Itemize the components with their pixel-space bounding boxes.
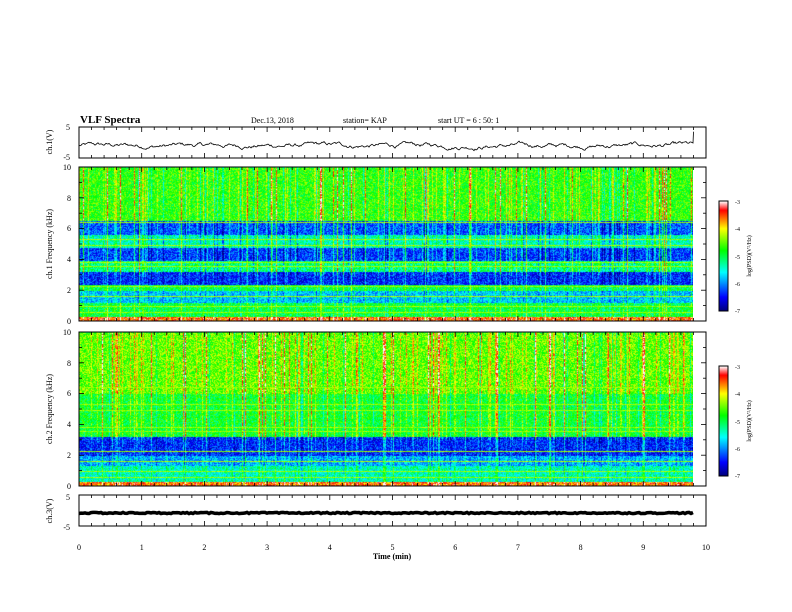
ch2-freq-tick-8: 8: [67, 359, 71, 368]
x-tick-2: 2: [202, 543, 206, 552]
x-axis-label: Time (min): [373, 552, 412, 561]
cb2-tick-m7: -7: [735, 474, 740, 480]
x-tick-3: 3: [265, 543, 269, 552]
ch1-freq-tick-10: 10: [63, 163, 71, 172]
x-tick-10: 10: [702, 543, 710, 552]
x-tick-7: 7: [516, 543, 520, 552]
date-label: Dec.13, 2018: [251, 116, 294, 125]
x-tick-1: 1: [140, 543, 144, 552]
ch2-colorbar-label: log(PSD)(V²/Hz): [746, 400, 753, 441]
ch1-freq-tick-0: 0: [67, 317, 71, 326]
ch2-freq-tick-10: 10: [63, 328, 71, 337]
x-tick-8: 8: [579, 543, 583, 552]
ch2-spectrogram-panel: 0 2 4 6 8 10 ch.2 Frequency (kHz) -3 -4 …: [45, 328, 753, 491]
ch1-spectrogram-ylabel: ch.1 Frequency (kHz): [45, 209, 54, 279]
cb2-tick-m6: -6: [735, 447, 740, 453]
ch1-waveform-trace: [78, 131, 694, 152]
cb2-tick-m4: -4: [735, 392, 740, 398]
x-tick-0: 0: [77, 543, 81, 552]
x-tick-9: 9: [641, 543, 645, 552]
cb1-tick-m3: -3: [735, 200, 740, 206]
ch2-spectrogram-ylabel: ch.2 Frequency (kHz): [45, 374, 54, 444]
ch3-waveform-trace: [78, 510, 694, 516]
ch1-colorbar: [719, 201, 728, 311]
cb2-tick-m5: -5: [735, 420, 740, 426]
ch2-colorbar-frame: [718, 365, 729, 477]
ch1-freq-tick-6: 6: [67, 224, 71, 233]
ch2-freq-tick-4: 4: [67, 420, 71, 429]
ch1-waveform-panel: 5 -5 ch.1(V): [45, 123, 707, 162]
ch2-spectrogram-ticks: [78, 331, 707, 487]
ch1-colorbar-frame: [718, 200, 729, 312]
ch2-freq-tick-2: 2: [67, 451, 71, 460]
cb1-tick-m4: -4: [735, 227, 740, 233]
x-tick-4: 4: [328, 543, 332, 552]
ch1-spectrogram-panel: 0 2 4 6 8 10 ch.1 Frequency (kHz) -3 -4 …: [45, 163, 753, 326]
ch1-ytick-top: 5: [66, 123, 70, 132]
x-tick-6: 6: [453, 543, 457, 552]
ch2-colorbar-ticks: -3 -4 -5 -6 -7: [735, 365, 740, 480]
ch2-spectrogram-heatmap: [79, 332, 693, 486]
ch3-waveform-ticks: [78, 494, 707, 527]
cb1-tick-m7: -7: [735, 309, 740, 315]
ch1-spectrogram-ticks: [78, 166, 707, 322]
ch1-spectrogram-heatmap: [79, 167, 693, 321]
ch1-colorbar-label: log(PSD)(V²/Hz): [746, 235, 753, 276]
ch2-freq-tick-0: 0: [67, 482, 71, 491]
ch2-colorbar: [719, 366, 728, 476]
cb2-tick-m3: -3: [735, 365, 740, 371]
ch1-ytick-bottom: -5: [63, 153, 70, 162]
ch1-waveform-ticks: [78, 126, 707, 159]
station-label: station= KAP: [343, 116, 387, 125]
ch3-waveform-panel: 5 -5 ch.3(V): [45, 493, 707, 532]
ch3-waveform-ylabel: ch.3(V): [45, 498, 54, 523]
ch1-waveform-ylabel: ch.1(V): [45, 129, 54, 154]
cb1-tick-m6: -6: [735, 282, 740, 288]
ch1-freq-tick-4: 4: [67, 255, 71, 264]
ch3-ytick-bottom: -5: [63, 523, 70, 532]
figure-title: VLF Spectra: [80, 114, 141, 126]
ch2-freq-tick-6: 6: [67, 389, 71, 398]
x-tick-5: 5: [391, 543, 395, 552]
time-axis: 0 1 2 3 4 5 6 7 8 9 10 Time (min): [77, 543, 710, 561]
ch1-freq-tick-8: 8: [67, 194, 71, 203]
start-time-label: start UT = 6 : 50: 1: [438, 116, 499, 125]
ch3-ytick-top: 5: [66, 493, 70, 502]
ch1-freq-tick-2: 2: [67, 286, 71, 295]
ch1-colorbar-ticks: -3 -4 -5 -6 -7: [735, 200, 740, 315]
cb1-tick-m5: -5: [735, 255, 740, 261]
